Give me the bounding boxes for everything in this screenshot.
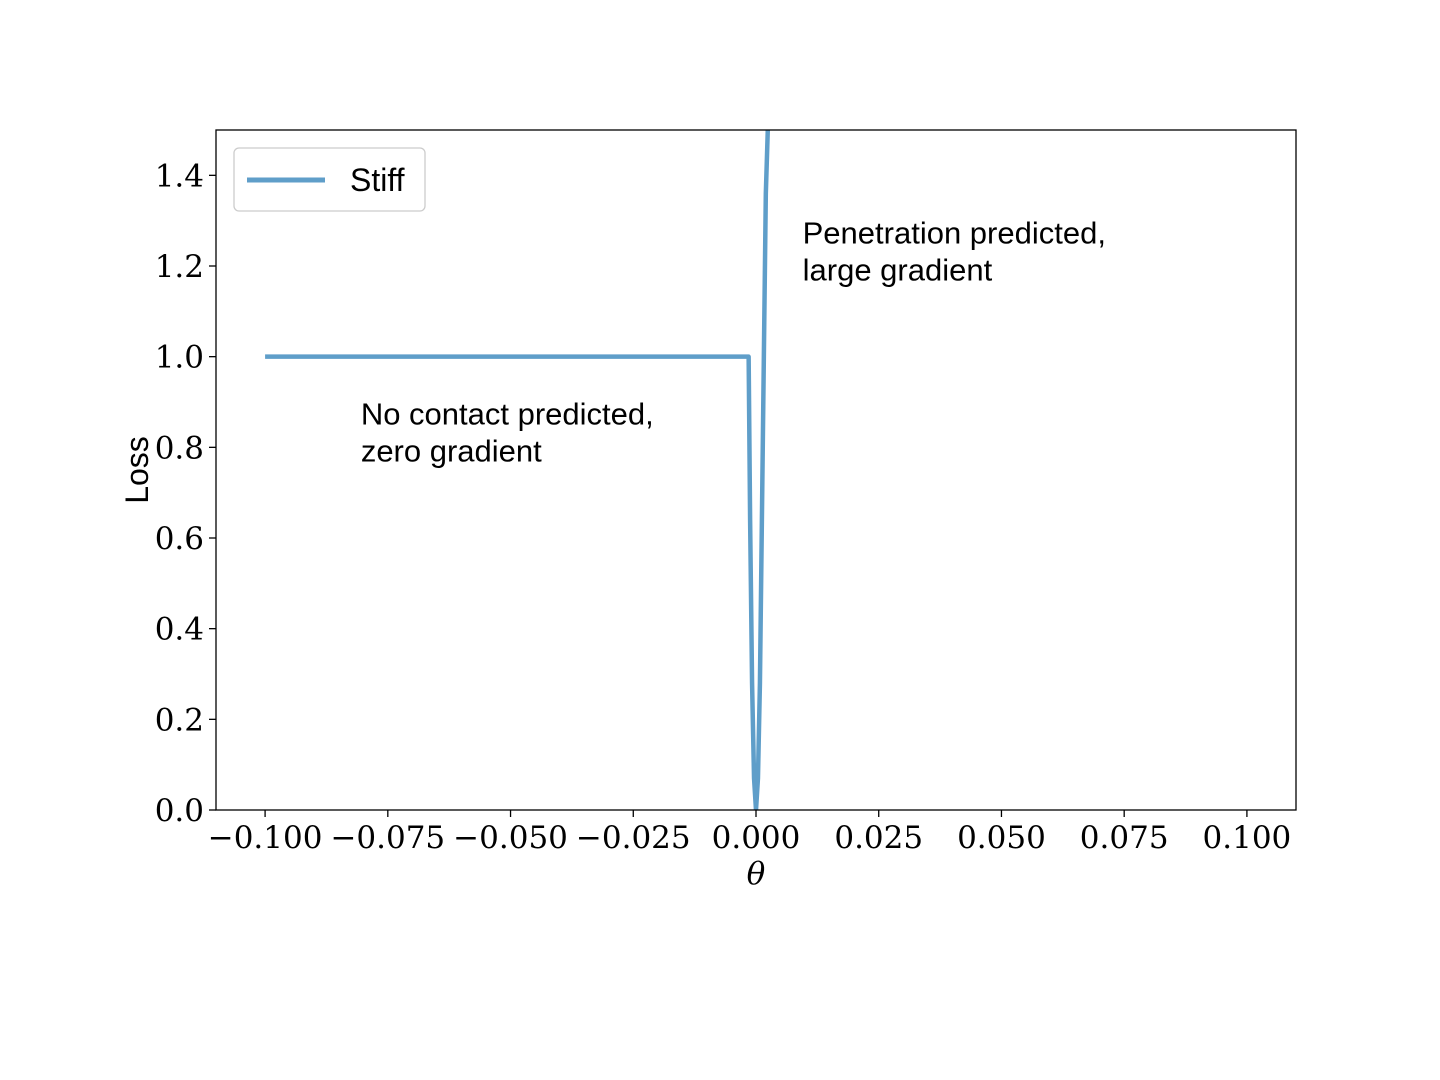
legend: Stiff [233, 147, 426, 212]
x-tick-label: 0.075 [1080, 820, 1169, 856]
x-tick-label: 0.100 [1203, 820, 1292, 856]
y-tick-label: 1.2 [155, 249, 204, 285]
x-tick-label: 0.025 [834, 820, 923, 856]
legend-label: Stiff [350, 162, 405, 198]
x-tick-label: −0.075 [330, 820, 445, 856]
y-tick-label: 0.8 [155, 430, 204, 466]
x-axis-title: θ [747, 856, 766, 892]
x-tick-label: 0.050 [957, 820, 1046, 856]
y-tick-label: 0.4 [155, 612, 204, 648]
series-layer [265, 130, 771, 810]
y-tick-label: 1.4 [155, 158, 204, 194]
x-tick-label: −0.025 [576, 820, 691, 856]
y-axis: 0.0 0.2 0.4 0.6 0.8 1.0 1.2 1.4 [155, 158, 216, 829]
y-tick-label: 0.6 [155, 521, 204, 557]
legend-box [233, 147, 426, 212]
y-axis-title: Loss [119, 436, 155, 504]
y-tick-label: 0.0 [155, 793, 204, 829]
y-tick-label: 0.2 [155, 702, 204, 738]
x-tick-label: −0.100 [208, 820, 323, 856]
series-line-stiff [265, 130, 771, 810]
y-tick-label: 1.0 [155, 340, 204, 376]
x-tick-label: 0.000 [712, 820, 801, 856]
annotation-text: Penetration predicted, large gradient [803, 215, 1106, 287]
x-axis: −0.100 −0.075 −0.050 −0.025 0.000 0.025 0.050 0… [208, 810, 1292, 856]
annotations: No contact predicted, zero gradient Penetr… [361, 215, 1106, 468]
annotation-text: No contact predicted, zero gradient [361, 397, 654, 469]
x-tick-label: −0.050 [453, 820, 568, 856]
